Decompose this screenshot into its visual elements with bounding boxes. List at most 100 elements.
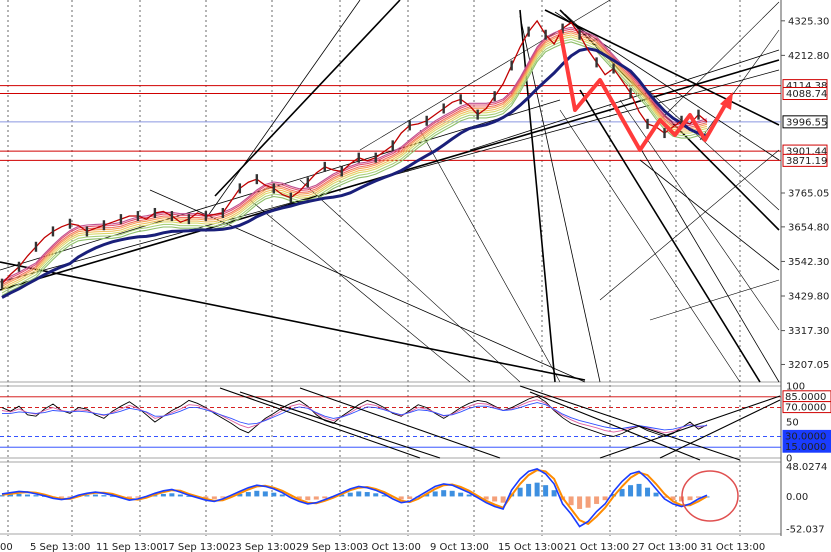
- macd-bar: [177, 494, 183, 497]
- time-label: 3 Oct 13:00: [362, 542, 421, 552]
- macd-bar: [585, 496, 591, 508]
- macd-bar: [636, 483, 642, 497]
- macd-panel: 48.0274 0.00 -52.037: [0, 462, 827, 535]
- macd-bar: [568, 496, 574, 506]
- osc-trend-line: [239, 391, 441, 459]
- osc-level-box: [782, 401, 831, 414]
- time-axis: 00 5 Sep 13:00 11 Sep 13:00 17 Sep 13:00 23 …: [0, 542, 765, 552]
- candle: [697, 109, 700, 120]
- candle: [476, 109, 479, 120]
- candle: [272, 183, 276, 194]
- trend-line: [469, 49, 780, 151]
- price-line: [1, 19, 708, 285]
- macd-bar: [577, 496, 583, 509]
- candle: [510, 60, 513, 71]
- macd-bar: [203, 496, 209, 499]
- macd-bar: [373, 493, 379, 497]
- trend-line: [0, 261, 586, 381]
- macd-bar: [84, 495, 90, 497]
- osc-level-label: 15.0000: [785, 442, 826, 453]
- trend-line: [299, 179, 521, 383]
- candle: [204, 211, 208, 222]
- osc-trend-line: [299, 387, 501, 459]
- candle: [221, 207, 225, 218]
- macd-bar: [551, 490, 557, 497]
- trend-line: [559, 109, 741, 383]
- candle: [357, 152, 360, 163]
- candle: [391, 140, 394, 151]
- macd-bar: [356, 491, 362, 497]
- highlight-circle: [681, 470, 739, 522]
- candle: [0, 278, 4, 289]
- macd-bar: [7, 494, 13, 497]
- macd-bar: [211, 496, 217, 499]
- candle: [612, 63, 615, 74]
- trend-line: [214, 0, 401, 197]
- macd-bar: [67, 496, 73, 498]
- candle: [578, 29, 581, 40]
- macd-bar: [271, 492, 277, 497]
- macd-bar: [245, 492, 251, 497]
- macd-bar: [254, 490, 260, 497]
- macd-bar: [220, 496, 226, 498]
- osc-level-box: [782, 440, 831, 453]
- candle: [255, 174, 259, 185]
- candle: [408, 120, 411, 131]
- macd-bar: [33, 495, 39, 497]
- macd-bar: [441, 490, 447, 497]
- osc-trend-line: [659, 399, 781, 459]
- macd-bar: [534, 482, 540, 497]
- candle: [289, 192, 292, 203]
- macd-bar: [687, 496, 693, 501]
- candle: [527, 26, 530, 37]
- macd-bar: [483, 496, 489, 500]
- macd-bar: [109, 495, 115, 497]
- candle: [663, 128, 666, 139]
- trend-line: [639, 159, 780, 271]
- macd-bar: [466, 494, 472, 497]
- macd-bar: [186, 495, 192, 497]
- osc-tick-label: 100: [786, 382, 805, 393]
- price-box-label: 3996.55: [786, 117, 827, 128]
- osc-trend-line: [219, 387, 421, 459]
- time-label: 29 Sep 13:00: [296, 542, 363, 552]
- arrow-head: [720, 92, 733, 110]
- macd-bar: [339, 494, 345, 497]
- trend-line: [519, 15, 601, 383]
- osc-level-label: 30.0000: [785, 431, 826, 442]
- macd-bar: [262, 491, 268, 497]
- candle: [187, 214, 191, 225]
- macd-bar: [364, 492, 370, 497]
- price-box-label: 4114.38: [786, 81, 827, 92]
- trend-line: [419, 129, 561, 383]
- candle: [17, 261, 21, 272]
- candle: [170, 211, 174, 222]
- ma-ribbon: [1, 26, 708, 299]
- ma-ribbon-line: [1, 32, 708, 287]
- price-box-label: 4088.74: [786, 89, 827, 100]
- candle: [238, 183, 242, 194]
- macd-bar: [407, 496, 413, 499]
- price-box: [782, 115, 828, 129]
- macd-bar: [458, 492, 464, 497]
- macd-bar: [305, 496, 311, 501]
- price-tick-label: 3429.80: [788, 292, 829, 303]
- time-label: 9 Oct 13:00: [430, 542, 489, 552]
- grid: [0, 0, 782, 536]
- trend-line: [579, 89, 761, 383]
- macd-bar: [347, 492, 353, 497]
- macd-tick-label: 48.0274: [786, 462, 827, 473]
- signal-line: [1, 469, 708, 526]
- trend-line: [544, 9, 780, 126]
- candle: [595, 57, 598, 68]
- macd-bar: [619, 488, 625, 497]
- candle: [323, 161, 326, 172]
- macd-bar: [101, 495, 107, 497]
- candle: [459, 94, 462, 105]
- candle: [306, 177, 309, 188]
- trend-line: [149, 189, 586, 383]
- osc-level-label: 85.0000: [785, 392, 826, 403]
- osc-level-label: 70.0000: [785, 403, 826, 414]
